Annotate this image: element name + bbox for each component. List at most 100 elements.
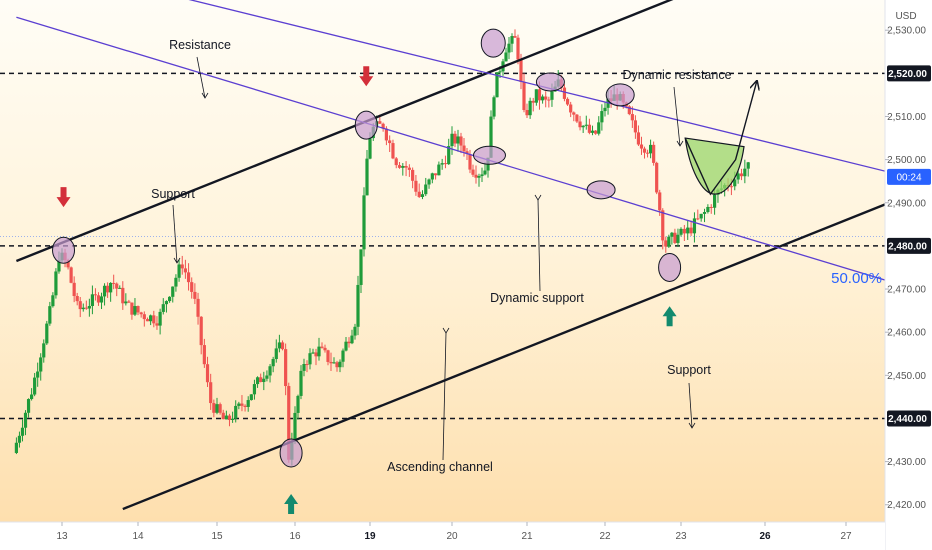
bullish-candle (296, 394, 300, 420)
candle-body (296, 395, 300, 413)
bearish-candle (569, 101, 573, 118)
candle-body (547, 99, 551, 101)
candle-body (42, 343, 46, 358)
candle-body (186, 272, 191, 283)
bearish-candle (645, 149, 650, 158)
bullish-candle (528, 97, 532, 119)
candle-body (323, 347, 327, 351)
bearish-candle (112, 274, 116, 290)
candle-body (702, 212, 707, 214)
price-axis-background (885, 0, 932, 550)
bearish-candle (205, 356, 210, 387)
candle-body (575, 114, 579, 122)
resistance-price-tag-text: 2,520.00 (888, 69, 927, 80)
candle-body (271, 359, 275, 367)
candle-body (456, 136, 460, 144)
bullish-candle (584, 115, 588, 130)
sell-arrow-icon (359, 66, 374, 87)
lower-support-price-tag: 2,440.00 (887, 410, 931, 427)
x-tick-label: 23 (675, 531, 687, 542)
candle-body (180, 264, 184, 269)
bullish-candle (581, 125, 585, 133)
bearish-candle (280, 340, 285, 351)
bearish-candle (183, 259, 187, 279)
candle-body (57, 260, 61, 272)
candle-body (729, 186, 733, 188)
bullish-candle (365, 149, 369, 196)
candle-body (397, 165, 402, 168)
touch-circle (480, 28, 506, 58)
candle-body (174, 277, 178, 287)
candle-body (565, 98, 570, 105)
bullish-candle (302, 358, 306, 377)
candle-body (630, 114, 634, 121)
dynamic-resistance-label-group: Dynamic resistance (622, 68, 732, 147)
candle-body (308, 353, 312, 365)
bearish-candle (323, 344, 327, 353)
bullish-candle (54, 268, 58, 299)
support-lower-label-pointer (688, 382, 693, 429)
candle-body (465, 151, 469, 155)
candle-body (528, 100, 532, 116)
y-tick-label: 2,530.00 (887, 26, 926, 37)
candle-body (30, 394, 34, 400)
bullish-candle (30, 388, 34, 401)
bullish-candle (51, 292, 55, 308)
y-tick-label: 2,500.00 (887, 155, 926, 166)
bullish-candle (590, 125, 595, 136)
bearish-candle (411, 167, 415, 189)
candle-body (66, 260, 70, 268)
candle-body (739, 173, 744, 177)
candle-body (124, 301, 128, 304)
current-time-tag-text: 00:24 (896, 172, 921, 183)
bearish-candle (661, 208, 665, 250)
dynamic-resistance-label-pointer-head (676, 140, 684, 147)
bullish-candle (99, 292, 104, 310)
x-tick-label: 21 (521, 531, 533, 542)
dynamic-resistance-touch (605, 83, 635, 107)
candle-body (299, 370, 303, 396)
candle-body (284, 349, 288, 387)
bullish-candle (168, 296, 172, 303)
bearish-candle (516, 34, 520, 65)
candle-body (149, 315, 153, 322)
bearish-candle (284, 343, 288, 396)
bullish-candle (124, 293, 128, 306)
candle-body (492, 97, 496, 117)
resistance-label: Resistance (169, 38, 231, 52)
candle-body (420, 194, 425, 197)
candle-body (581, 125, 585, 128)
bullish-candle (667, 234, 671, 248)
candle-body (642, 148, 647, 153)
candle-body (537, 89, 542, 101)
candle-body (332, 362, 336, 364)
candle-body (344, 341, 348, 351)
dynamic-resistance-line (188, 0, 932, 184)
ascending-channel-label-pointer-head (442, 327, 450, 334)
candle-body (667, 236, 671, 247)
x-tick-label: 15 (211, 531, 223, 542)
bullish-candle (268, 364, 272, 383)
candle-body (212, 403, 216, 413)
bearish-candle (587, 118, 591, 135)
candle-body (510, 36, 514, 44)
bullish-candle (597, 116, 601, 136)
y-tick-label: 2,470.00 (887, 285, 926, 296)
candle-body (115, 283, 119, 289)
candle-body (414, 180, 418, 192)
bullish-candle (507, 36, 511, 60)
bearish-candle (633, 115, 637, 139)
bullish-candle (252, 379, 257, 400)
candle-body (633, 120, 637, 133)
bearish-candle (155, 316, 159, 330)
bearish-candle (96, 292, 101, 306)
candle-body (39, 357, 43, 372)
candle-body (231, 418, 235, 420)
bullish-candle (480, 167, 484, 183)
bearish-candle (314, 348, 318, 366)
bearish-candle (673, 228, 677, 245)
bullish-candle (274, 339, 278, 363)
candle-body (102, 285, 107, 297)
